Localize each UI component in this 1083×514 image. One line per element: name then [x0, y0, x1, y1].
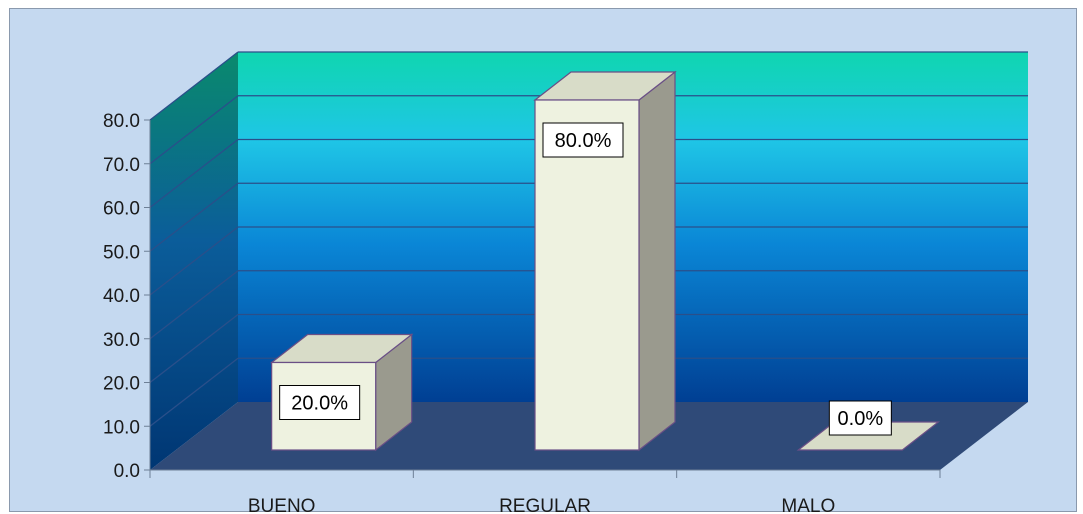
gridline-side: [149, 313, 239, 384]
bar-regular-side: [638, 70, 676, 452]
y-tick-label: 60.0: [103, 199, 140, 220]
gridline-side: [149, 95, 239, 165]
gridline-side: [149, 270, 239, 340]
gridline-side: [149, 226, 239, 296]
data-label-box-malo: [828, 400, 892, 436]
data-label-regular: 80.0%: [555, 130, 612, 152]
x-tick-label-malo: MALO: [781, 496, 835, 514]
y-tick-label: 80.0: [103, 111, 140, 132]
x-tick-label-bueno: BUENO: [248, 496, 316, 514]
gridline-side: [149, 138, 239, 209]
y-tick-label: 70.0: [103, 155, 140, 176]
gridline-side: [149, 357, 239, 427]
y-tick-label: 0.0: [114, 461, 140, 482]
data-label-box-bueno: [279, 385, 361, 420]
y-tick-label: 20.0: [103, 374, 140, 395]
y-tick-label: 10.0: [103, 417, 140, 438]
gridline-side: [149, 51, 239, 121]
data-label-box-regular: [542, 122, 624, 158]
x-tick-label-regular: REGULAR: [499, 496, 591, 514]
gridline-side: [149, 182, 239, 252]
y-tick-label: 50.0: [103, 242, 140, 263]
y-tick-label: 30.0: [103, 330, 140, 351]
data-label-malo: 0.0%: [838, 408, 884, 430]
bar-regular-front: [534, 99, 640, 451]
y-tick-label: 40.0: [103, 286, 140, 307]
data-label-bueno: 20.0%: [291, 393, 348, 415]
